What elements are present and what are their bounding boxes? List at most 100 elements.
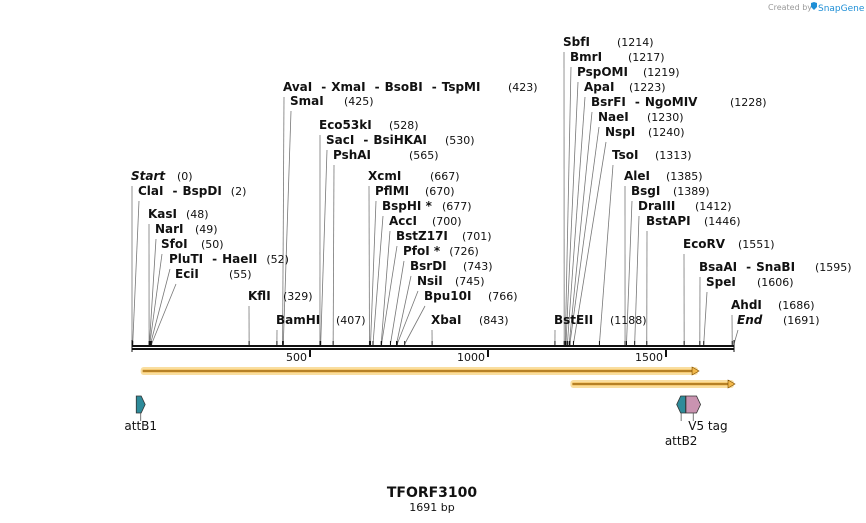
- site-pflmi[interactable]: PflMI (670): [375, 184, 455, 198]
- site-kfli[interactable]: KflI (329): [248, 289, 313, 303]
- site-pfoi[interactable]: PfoI * (726): [403, 244, 479, 258]
- site-pshai[interactable]: PshAI (565): [333, 148, 439, 162]
- site-nspi[interactable]: NspI (1240): [605, 125, 685, 139]
- site-smai[interactable]: SmaI (425): [290, 94, 374, 108]
- snapgene-logo-icon: [811, 2, 817, 10]
- site-bmri[interactable]: BmrI (1217): [570, 50, 665, 64]
- leader-bmri: [564, 66, 572, 345]
- enzyme-name: ApaI: [584, 80, 614, 94]
- site-end[interactable]: End (1691): [737, 313, 820, 327]
- site-position: (677): [442, 200, 472, 213]
- site-avai-xmai-bsobi-tspmi[interactable]: AvaI - XmaI - BsoBI - TspMI (423): [283, 80, 538, 94]
- site-eco53ki[interactable]: Eco53kI (528): [319, 118, 419, 132]
- enzyme-name: DraIII: [638, 199, 675, 213]
- site-pspomi[interactable]: PspOMI (1219): [577, 65, 680, 79]
- site-bamhi[interactable]: BamHI (407): [276, 313, 366, 327]
- alias-separator: -: [635, 95, 640, 109]
- attb1-label: attB1: [124, 419, 157, 433]
- attb2-shape: [676, 395, 686, 414]
- leader-clai-bspdi: [132, 200, 140, 345]
- site-bsphi[interactable]: BspHI * (677): [382, 199, 472, 213]
- enzyme-name: XcmI: [368, 169, 401, 183]
- site-sfoi[interactable]: SfoI (50): [161, 237, 224, 251]
- site-naei[interactable]: NaeI (1230): [598, 110, 684, 124]
- orf-arrow-2[interactable]: [570, 379, 736, 389]
- site-xcmi[interactable]: XcmI (667): [368, 169, 460, 183]
- site-ahdi[interactable]: AhdI (1686): [731, 298, 815, 312]
- site-position: (1691): [783, 314, 820, 327]
- enzyme-name: BsrDI: [410, 259, 447, 273]
- enzyme-name: Start: [131, 169, 166, 183]
- site-position: (1230): [647, 111, 684, 124]
- site-bsrfi-ngomiv[interactable]: BsrFI - NgoMIV (1228): [591, 95, 767, 109]
- site-position: (1240): [648, 126, 685, 139]
- credit-brand: SnapGene: [818, 4, 865, 14]
- feature-attb2[interactable]: attB2: [665, 395, 698, 448]
- leader-pspomi: [565, 81, 579, 345]
- site-saci-bsihkai[interactable]: SacI - BsiHKAI (530): [326, 133, 475, 147]
- site-ecii[interactable]: EciI (55): [175, 267, 252, 281]
- leader-pluti-haeii: [150, 268, 171, 345]
- site-position: (701): [462, 230, 492, 243]
- enzyme-name: SfoI: [161, 237, 188, 251]
- enzyme-name: PspOMI: [577, 65, 628, 79]
- site-bpu10i[interactable]: Bpu10I (766): [424, 289, 518, 303]
- enzyme-name: Bpu10I: [424, 289, 471, 303]
- alias-separator: -: [432, 80, 437, 94]
- leader-nspi: [573, 141, 607, 345]
- v5-tag-label: V5 tag: [688, 419, 727, 433]
- snapgene-credit: Created by SnapGene: [768, 2, 865, 14]
- enzyme-name: NarI: [155, 222, 184, 236]
- site-draiii[interactable]: DraIII (1412): [638, 199, 732, 213]
- site-nari[interactable]: NarI (49): [155, 222, 218, 236]
- leader-nsii: [396, 290, 419, 345]
- enzyme-name: PfoI *: [403, 244, 441, 258]
- site-kasi[interactable]: KasI (48): [148, 207, 209, 221]
- alias-separator: -: [363, 133, 368, 147]
- site-xbai[interactable]: XbaI (843): [431, 313, 509, 327]
- leader-bsrfi-ngomiv: [568, 111, 593, 345]
- attb1-shape: [135, 395, 146, 414]
- enzyme-name: SpeI: [706, 275, 736, 289]
- leader-pshai: [332, 164, 335, 345]
- site-spei[interactable]: SpeI (1606): [706, 275, 794, 289]
- site-apai[interactable]: ApaI (1223): [584, 80, 666, 94]
- scale-label-1000: 1000: [457, 351, 485, 364]
- leader-acci: [380, 230, 391, 345]
- orf-arrow-1[interactable]: [140, 366, 700, 376]
- alias-separator: -: [172, 184, 177, 198]
- site-pluti-haeii[interactable]: PluTI - HaeII (52): [169, 252, 289, 266]
- site-position: (50): [201, 238, 224, 251]
- feature-v5-tag[interactable]: V5 tag: [685, 395, 728, 433]
- leader-bsgi: [626, 200, 633, 345]
- site-bsgi[interactable]: BsgI (1389): [631, 184, 710, 198]
- site-position: (1217): [628, 51, 665, 64]
- enzyme-name: ClaI: [138, 184, 163, 198]
- enzyme-name: BstZ17I: [396, 229, 448, 243]
- site-clai-bspdi[interactable]: ClaI - BspDI (2): [138, 184, 246, 198]
- site-nsii[interactable]: NsiI (745): [417, 274, 485, 288]
- site-alei[interactable]: AleI (1385): [624, 169, 703, 183]
- enzyme-name: NspI: [605, 125, 635, 139]
- attb2-label: attB2: [665, 434, 698, 448]
- leader-sfoi: [149, 253, 163, 345]
- enzyme-name: NsiI: [417, 274, 443, 288]
- site-bstapi[interactable]: BstAPI (1446): [646, 214, 741, 228]
- feature-attb1[interactable]: attB1: [124, 395, 157, 433]
- site-ecorv[interactable]: EcoRV (1551): [683, 237, 775, 251]
- site-sbfi[interactable]: SbfI (1214): [563, 35, 654, 49]
- leader-bsphi: [372, 215, 384, 345]
- site-bsrdi[interactable]: BsrDI (743): [410, 259, 493, 273]
- enzyme-name: SacI: [326, 133, 354, 147]
- enzyme-name: AccI: [389, 214, 417, 228]
- site-leaders: [131, 51, 739, 345]
- scale-label-1500: 1500: [635, 351, 663, 364]
- site-acci[interactable]: AccI (700): [389, 214, 462, 228]
- enzyme-name: TspMI: [442, 80, 481, 94]
- site-bstz17i[interactable]: BstZ17I (701): [396, 229, 492, 243]
- site-start[interactable]: Start (0): [131, 169, 193, 183]
- site-bsteii[interactable]: BstEII (1188): [554, 313, 647, 327]
- site-bsaai-snabi[interactable]: BsaAI - SnaBI (1595): [699, 260, 852, 274]
- site-tsoi[interactable]: TsoI (1313): [612, 148, 692, 162]
